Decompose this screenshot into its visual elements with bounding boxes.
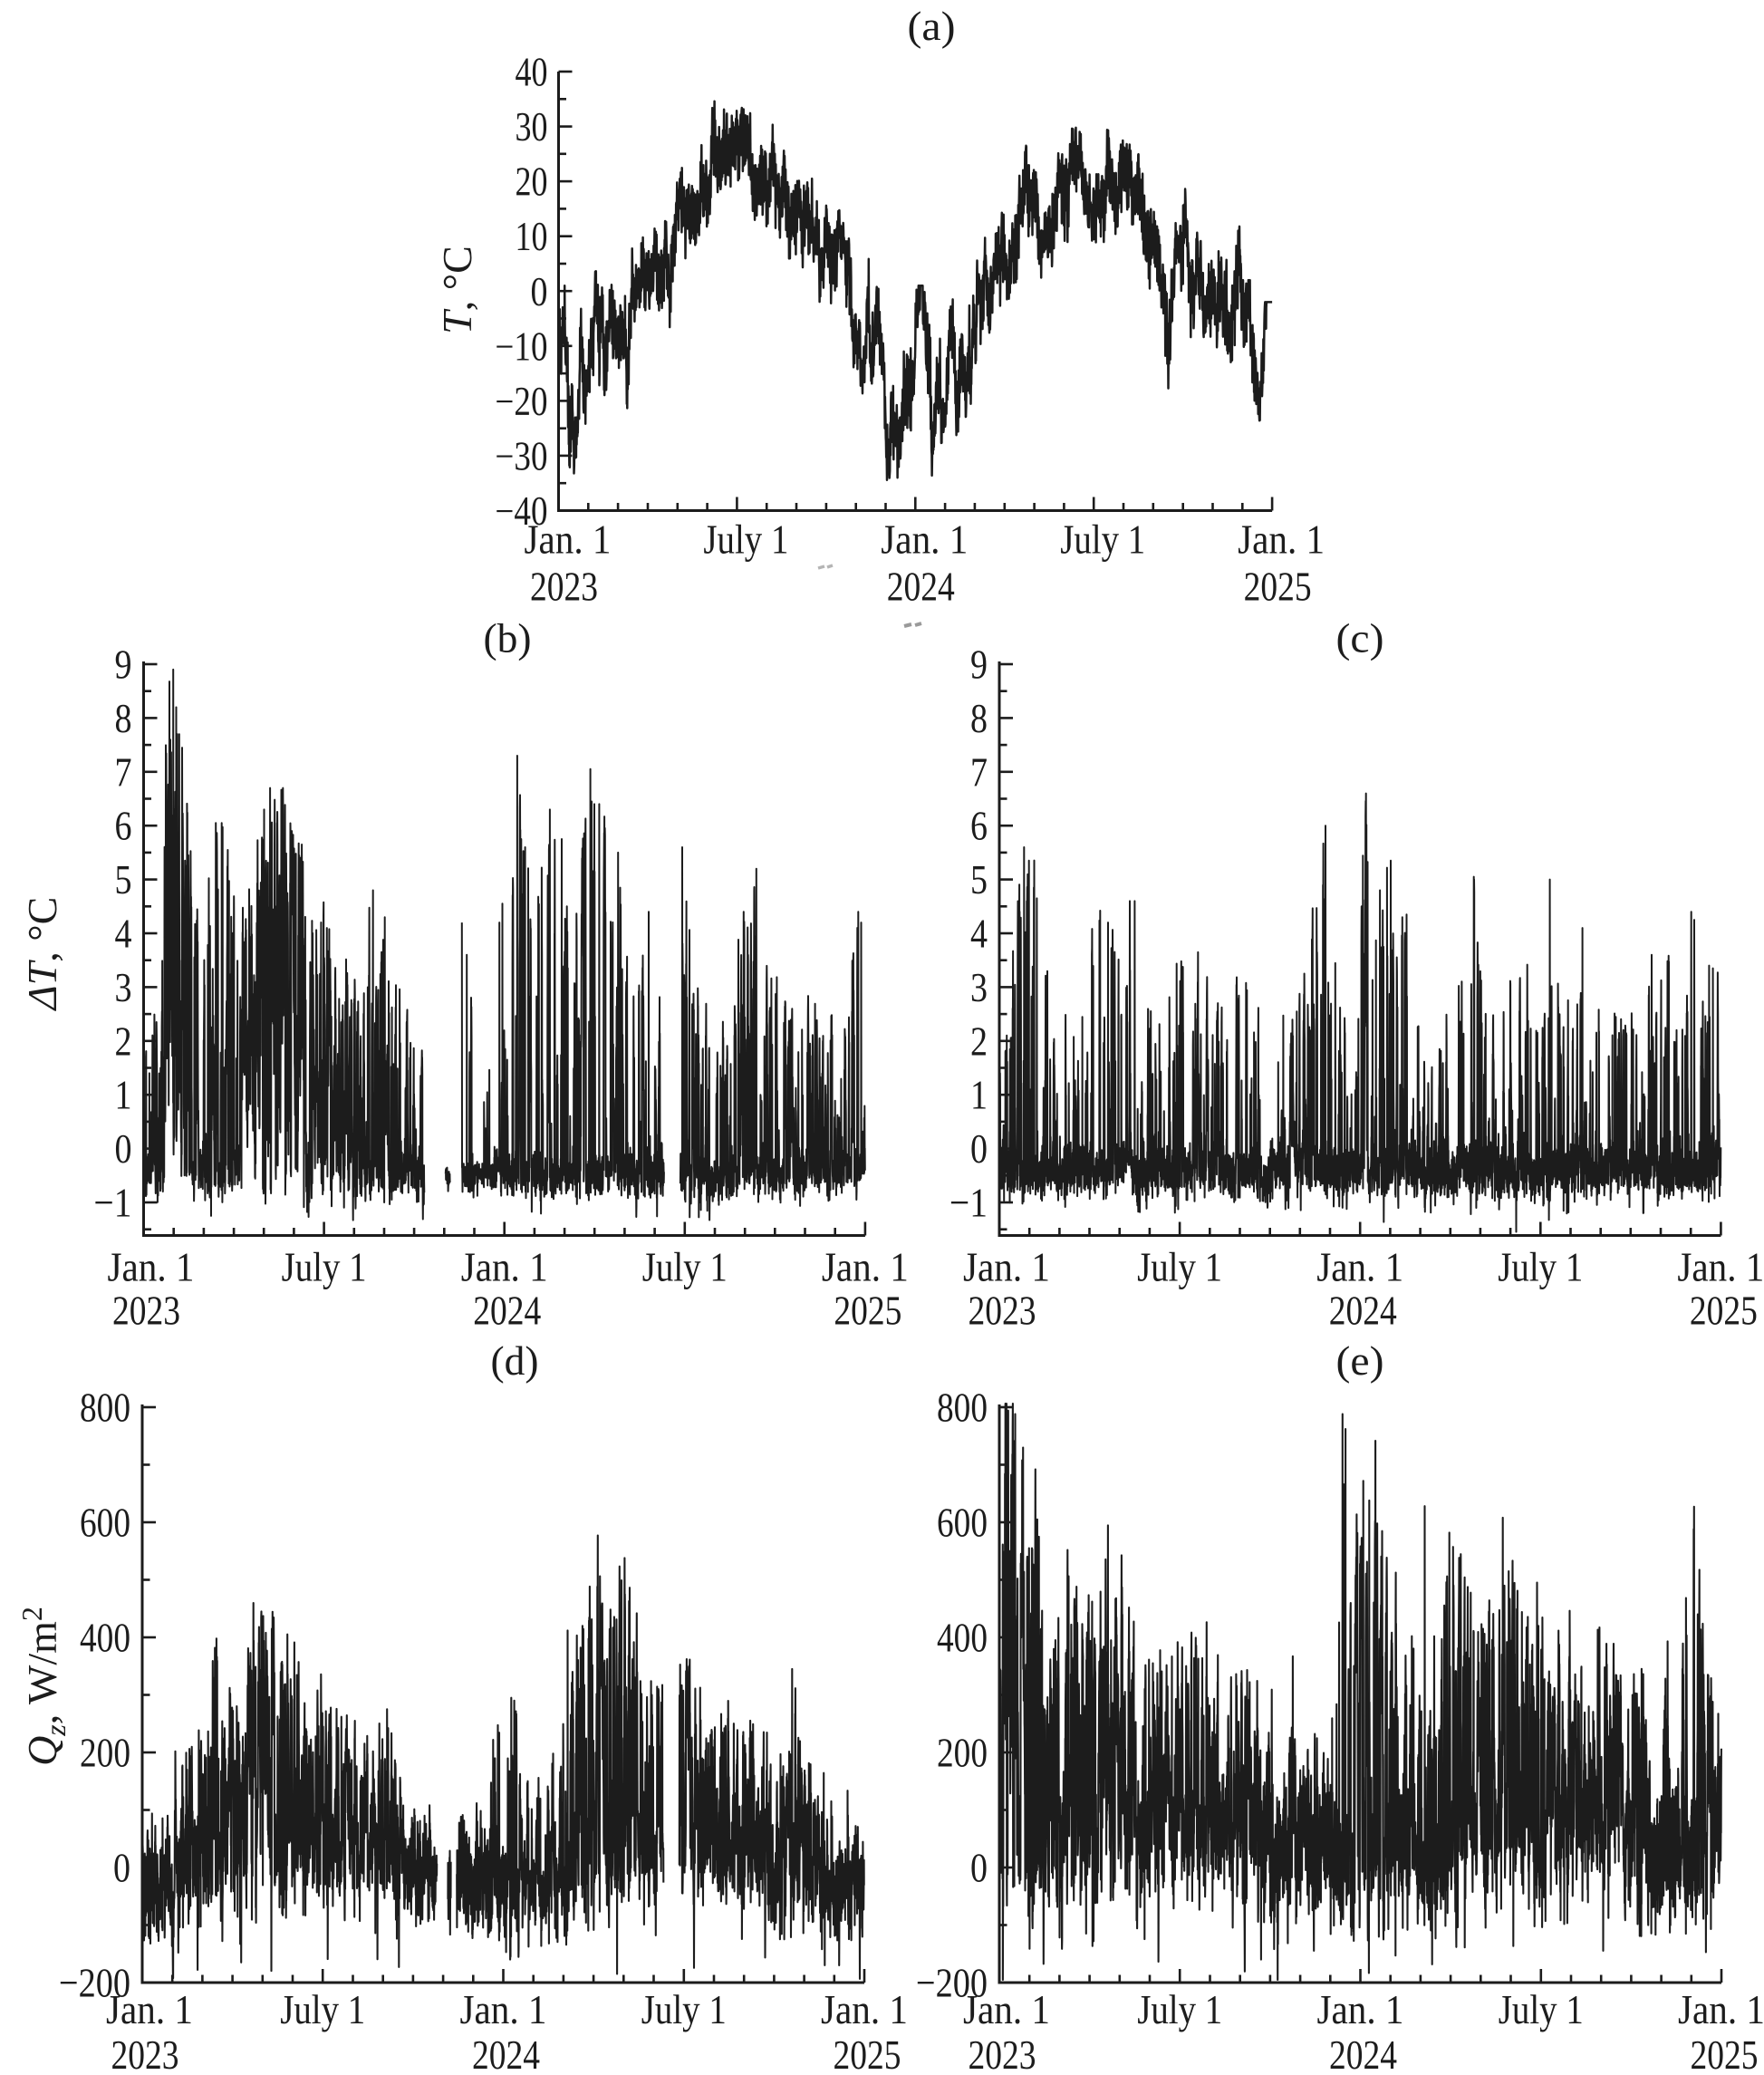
svg-text:Jan. 1: Jan. 1 — [963, 1244, 1050, 1290]
svg-text:2023: 2023 — [969, 1288, 1036, 1334]
svg-text:(a): (a) — [908, 3, 956, 49]
svg-text:Jan. 1: Jan. 1 — [1678, 1986, 1764, 2032]
svg-text:2025: 2025 — [834, 1288, 901, 1334]
svg-text:ΔT, °C: ΔT, °C — [19, 897, 65, 1012]
svg-text:Jan. 1: Jan. 1 — [822, 1244, 909, 1290]
svg-text:Jan. 1: Jan. 1 — [525, 516, 612, 563]
svg-text:600: 600 — [80, 1500, 130, 1546]
svg-text:600: 600 — [937, 1500, 988, 1546]
svg-text:9: 9 — [115, 642, 132, 688]
svg-text:July 1: July 1 — [1498, 1244, 1583, 1290]
svg-text:0: 0 — [113, 1845, 130, 1891]
svg-text:−200: −200 — [916, 1960, 988, 2006]
svg-text:(e): (e) — [1336, 1337, 1384, 1384]
svg-text:10: 10 — [516, 214, 548, 259]
svg-text:−40: −40 — [496, 488, 548, 534]
svg-text:(b): (b) — [484, 615, 532, 661]
svg-text:2: 2 — [115, 1018, 132, 1064]
svg-text:T, °C: T, °C — [434, 246, 480, 334]
svg-text:20: 20 — [516, 159, 548, 205]
svg-text:200: 200 — [937, 1730, 988, 1776]
svg-text:2025: 2025 — [1690, 1288, 1758, 1334]
svg-text:6: 6 — [115, 803, 132, 849]
svg-text:July 1: July 1 — [641, 1986, 727, 2032]
svg-text:July 1: July 1 — [282, 1244, 367, 1290]
svg-text:2023: 2023 — [112, 1288, 180, 1334]
svg-text:−1: −1 — [94, 1180, 132, 1226]
svg-text:(c): (c) — [1336, 615, 1384, 661]
svg-text:July 1: July 1 — [1137, 1244, 1222, 1290]
svg-text:30: 30 — [516, 104, 548, 150]
svg-text:6: 6 — [970, 803, 988, 849]
svg-text:400: 400 — [80, 1615, 130, 1661]
svg-text:2024: 2024 — [1329, 1288, 1397, 1334]
svg-text:Jan. 1: Jan. 1 — [460, 1986, 547, 2032]
svg-text:Jan. 1: Jan. 1 — [963, 1986, 1050, 2032]
svg-text:Jan. 1: Jan. 1 — [461, 1244, 548, 1290]
svg-text:2025: 2025 — [1244, 564, 1312, 610]
svg-text:7: 7 — [970, 748, 988, 795]
svg-text:9: 9 — [970, 642, 988, 688]
svg-text:(d): (d) — [491, 1337, 539, 1384]
svg-text:July 1: July 1 — [703, 516, 788, 563]
svg-text:−10: −10 — [496, 323, 548, 369]
svg-text:0: 0 — [970, 1125, 988, 1172]
svg-text:8: 8 — [970, 695, 988, 741]
svg-text:Jan. 1: Jan. 1 — [881, 516, 968, 563]
svg-text:−20: −20 — [496, 379, 548, 424]
svg-text:−1: −1 — [949, 1180, 988, 1226]
svg-text:4: 4 — [115, 911, 132, 957]
svg-text:2023: 2023 — [969, 2032, 1036, 2075]
svg-text:0: 0 — [531, 269, 548, 314]
svg-text:Jan. 1: Jan. 1 — [106, 1986, 193, 2032]
svg-text:Jan. 1: Jan. 1 — [1238, 516, 1325, 563]
svg-text:2024: 2024 — [472, 2032, 540, 2075]
svg-text:400: 400 — [937, 1615, 988, 1661]
svg-text:2023: 2023 — [530, 564, 598, 610]
svg-text:5: 5 — [115, 856, 132, 902]
svg-text:July 1: July 1 — [1499, 1986, 1584, 2032]
svg-text:Jan. 1: Jan. 1 — [1677, 1244, 1764, 1290]
svg-text:0: 0 — [970, 1845, 988, 1891]
svg-text:Jan. 1: Jan. 1 — [1317, 1986, 1404, 2032]
svg-text:1: 1 — [970, 1072, 988, 1118]
svg-text:1: 1 — [115, 1072, 132, 1118]
svg-text:8: 8 — [115, 695, 132, 741]
svg-text:2023: 2023 — [111, 2032, 179, 2075]
svg-text:800: 800 — [80, 1385, 130, 1431]
svg-text:4: 4 — [970, 911, 988, 957]
svg-text:800: 800 — [937, 1385, 988, 1431]
svg-text:2024: 2024 — [473, 1288, 541, 1334]
svg-text:Qz, W/m2: Qz, W/m2 — [15, 1607, 72, 1766]
svg-text:40: 40 — [516, 50, 548, 95]
svg-text:−30: −30 — [496, 433, 548, 478]
svg-text:0: 0 — [115, 1125, 132, 1172]
svg-text:Jan. 1: Jan. 1 — [108, 1244, 195, 1290]
svg-text:July 1: July 1 — [280, 1986, 365, 2032]
svg-text:2025: 2025 — [1691, 2032, 1759, 2075]
svg-text:3: 3 — [970, 964, 988, 1010]
svg-text:3: 3 — [115, 964, 132, 1010]
svg-text:July 1: July 1 — [1060, 516, 1145, 563]
svg-text:7: 7 — [115, 748, 132, 795]
svg-text:Jan. 1: Jan. 1 — [821, 1986, 908, 2032]
svg-text:2024: 2024 — [1329, 2032, 1397, 2075]
svg-text:Jan. 1: Jan. 1 — [1316, 1244, 1403, 1290]
svg-text:2024: 2024 — [887, 564, 955, 610]
svg-text:July 1: July 1 — [1137, 1986, 1222, 2032]
svg-text:200: 200 — [80, 1730, 130, 1776]
svg-text:2025: 2025 — [834, 2032, 901, 2075]
svg-text:July 1: July 1 — [642, 1244, 728, 1290]
svg-text:5: 5 — [970, 856, 988, 902]
svg-text:2: 2 — [970, 1018, 988, 1064]
svg-text:−200: −200 — [59, 1960, 130, 2006]
